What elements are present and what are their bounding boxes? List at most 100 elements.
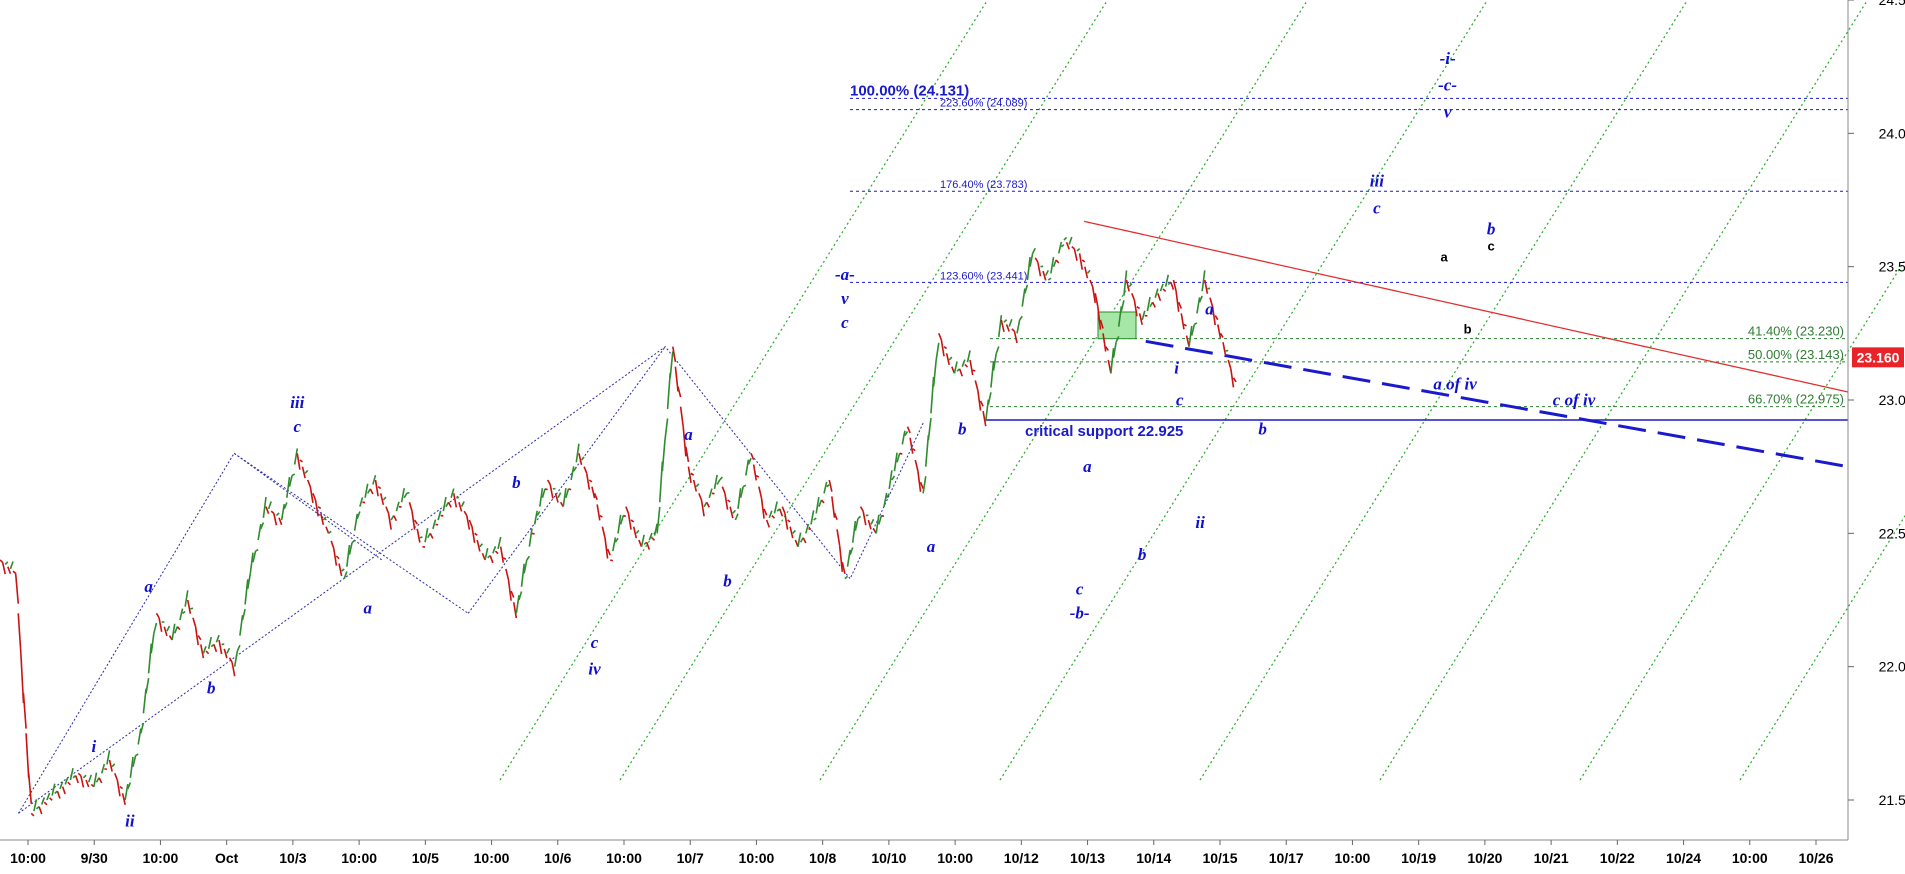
price-segment: [1183, 323, 1187, 327]
price-segment: [1154, 288, 1159, 298]
last-price-label: 23.160: [1857, 349, 1900, 365]
x-tick-label: 10/19: [1401, 850, 1436, 866]
price-segment: [1011, 328, 1015, 332]
wave-label: c of iv: [1553, 390, 1596, 409]
price-segment: [752, 464, 758, 481]
x-tick-label: 10:00: [739, 850, 775, 866]
price-segment: [231, 662, 236, 677]
price-segment: [520, 563, 525, 587]
price-segment: [881, 514, 885, 518]
price-segment: [927, 418, 932, 441]
price-segment: [100, 763, 106, 774]
wave-label: b: [1138, 545, 1147, 564]
price-segment: [288, 475, 293, 487]
wave-label: i: [1174, 358, 1179, 377]
price-segment: [648, 532, 653, 541]
price-segment: [943, 346, 948, 350]
price-segment: [734, 513, 739, 521]
price-segment: [179, 608, 184, 621]
price-segment: [862, 510, 867, 526]
y-tick-label: 22.000: [1879, 659, 1905, 675]
price-segment: [1050, 256, 1055, 274]
price-segment: [964, 363, 969, 368]
price-segment: [797, 532, 802, 547]
price-segment: [578, 453, 583, 465]
price-segment: [17, 613, 22, 654]
price-segment: [442, 496, 447, 512]
price-segment: [565, 488, 570, 499]
price-segment: [80, 775, 85, 788]
price-segment: [760, 497, 765, 519]
y-tick-label: 22.500: [1879, 525, 1905, 541]
price-segment: [406, 491, 410, 495]
price-segment: [458, 502, 463, 512]
price-segment: [1209, 297, 1214, 307]
price-segment: [450, 488, 455, 498]
price-segment: [755, 474, 760, 478]
x-tick-label: 10:00: [606, 850, 642, 866]
price-segment: [1159, 283, 1164, 292]
price-segment: [497, 536, 502, 550]
price-segment: [1065, 241, 1070, 250]
price-segment: [747, 457, 752, 465]
price-segment: [484, 548, 489, 561]
price-segment: [888, 470, 893, 490]
price-segment: [917, 471, 922, 492]
price-segment: [1190, 324, 1196, 336]
price-segment: [750, 453, 755, 460]
x-tick-label: 10:00: [10, 850, 46, 866]
price-segment: [200, 644, 205, 659]
price-segment: [1196, 297, 1201, 314]
price-segment: [465, 515, 471, 530]
price-segment: [599, 514, 603, 518]
price-segment: [202, 646, 207, 654]
x-tick-label: 10/3: [279, 850, 306, 866]
wave-label: c: [1176, 390, 1184, 409]
channel-line: [619, 0, 1109, 781]
price-segment: [716, 479, 721, 485]
price-segment: [732, 509, 736, 514]
price-segment: [708, 488, 713, 498]
price-segment: [374, 479, 379, 497]
price-segment: [593, 493, 598, 500]
x-tick-label: 10:00: [474, 850, 510, 866]
price-segment: [742, 484, 747, 488]
price-segment: [591, 486, 596, 499]
price-segment: [494, 550, 499, 555]
price-segment: [510, 590, 515, 598]
price-segment: [369, 488, 374, 495]
price-segment: [815, 496, 820, 514]
price-segment: [7, 566, 12, 574]
price-segment: [1170, 281, 1175, 290]
price-segment: [1193, 322, 1198, 326]
price-segment: [1175, 291, 1180, 312]
price-segment: [474, 532, 478, 536]
price-segment: [1123, 270, 1128, 296]
price-segment: [215, 634, 220, 643]
price-segment: [784, 513, 789, 530]
price-segment: [408, 501, 413, 512]
price-segment: [729, 506, 734, 519]
price-segment: [280, 503, 286, 521]
price-segment: [273, 513, 278, 526]
price-segment: [653, 523, 658, 536]
price-segment: [771, 514, 776, 519]
price-segment: [14, 573, 20, 604]
x-tick-label: 10/12: [1004, 850, 1039, 866]
price-segment: [1073, 248, 1078, 261]
price-segment: [69, 768, 74, 781]
wave-label: b: [1487, 220, 1496, 239]
wave-label: a: [927, 537, 936, 556]
price-segment: [922, 476, 927, 494]
price-segment: [30, 812, 35, 817]
price-segment: [228, 657, 233, 663]
price-segment: [1201, 270, 1206, 292]
price-segment: [1031, 247, 1036, 254]
price-segment: [244, 579, 249, 605]
price-segment: [387, 513, 392, 530]
price-segment: [218, 639, 223, 655]
price-segment: [411, 510, 416, 530]
highlight-box: [1097, 311, 1137, 340]
price-segment: [891, 475, 896, 481]
price-segment: [682, 426, 687, 457]
